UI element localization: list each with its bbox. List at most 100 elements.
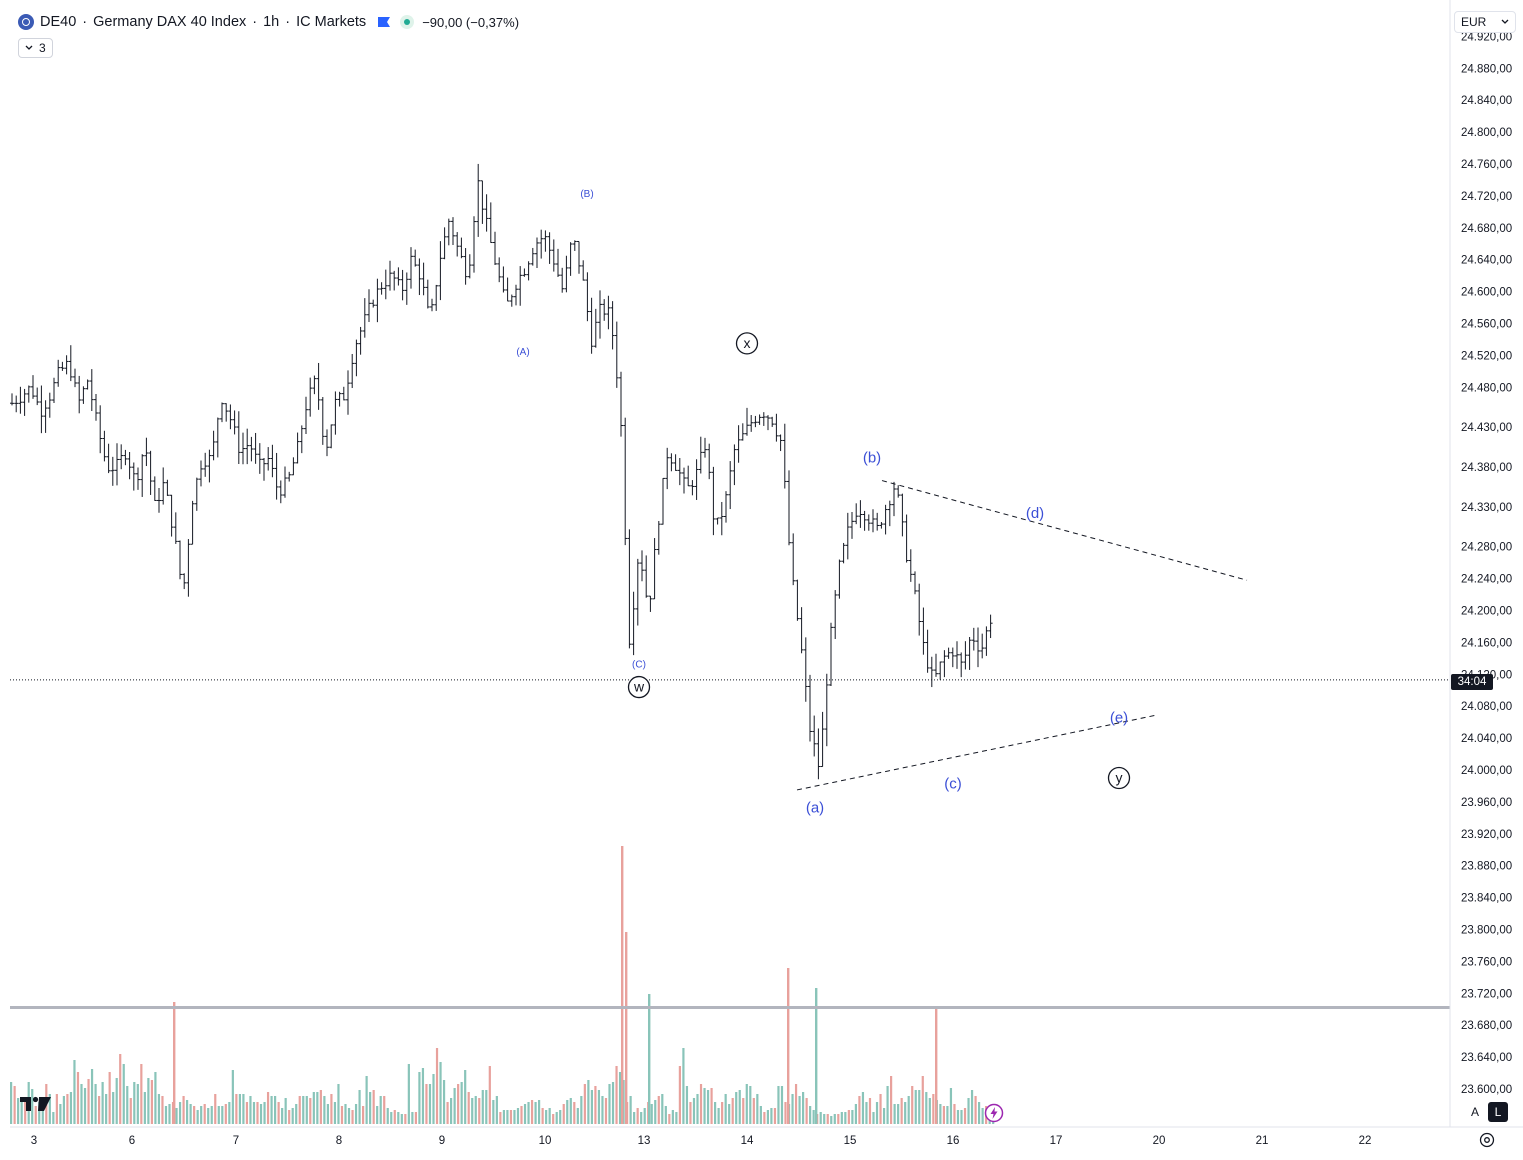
ohlc-bar — [804, 637, 808, 701]
volume-bar — [91, 1069, 93, 1124]
volume-bar — [865, 1102, 867, 1124]
volume-bar — [633, 1112, 635, 1124]
ohlc-bar — [947, 648, 951, 659]
ohlc-bar — [669, 453, 673, 471]
wave-label[interactable]: (c) — [944, 776, 962, 793]
volume-bar — [351, 1110, 353, 1124]
volume-bar — [767, 1110, 769, 1124]
volume-bar — [327, 1104, 329, 1124]
auto-scale-button[interactable]: A — [1465, 1102, 1485, 1122]
separator: · — [252, 14, 257, 30]
wave-label[interactable]: (B) — [580, 189, 593, 200]
symbol-name[interactable]: DE40 — [40, 14, 76, 30]
volume-bar — [798, 1096, 800, 1124]
price-tick-label: 24.840,00 — [1461, 95, 1512, 107]
volume-bar — [390, 1112, 392, 1124]
pane-separator[interactable] — [10, 1006, 1450, 1009]
ohlc-bar — [220, 402, 224, 422]
volume-bar — [675, 1112, 677, 1124]
ohlc-bar — [564, 256, 568, 293]
volume-bar — [637, 1108, 639, 1124]
volume-bar — [478, 1098, 480, 1124]
wave-label[interactable]: (a) — [806, 799, 824, 816]
volume-bar — [707, 1090, 709, 1124]
volume-bar — [946, 1106, 948, 1124]
ohlc-bar — [426, 280, 430, 309]
ohlc-bar — [892, 482, 896, 516]
volume-bar — [925, 1092, 927, 1124]
settings-icon[interactable] — [1478, 1131, 1496, 1149]
ohlc-bar — [249, 437, 253, 461]
wave-label[interactable]: (e) — [1110, 709, 1128, 726]
wave-label-circle[interactable]: y — [1109, 767, 1130, 788]
trendline[interactable] — [882, 481, 1247, 581]
broker-label: IC Markets — [296, 14, 366, 30]
ohlc-bar — [233, 410, 237, 434]
ohlc-bar — [812, 716, 816, 757]
ohlc-bar — [338, 392, 342, 407]
interval-label[interactable]: 1h — [263, 14, 279, 30]
price-tick-label: 24.080,00 — [1461, 701, 1512, 713]
volume-bar — [119, 1054, 121, 1124]
ohlc-bar — [846, 513, 850, 560]
ohlc-bar — [653, 538, 657, 599]
ohlc-bar — [619, 372, 623, 437]
volume-bar — [584, 1084, 586, 1124]
volume-bar — [510, 1110, 512, 1124]
volume-bar — [14, 1086, 16, 1124]
ohlc-bar — [972, 628, 976, 651]
volume-bar — [651, 1104, 653, 1124]
ohlc-bar — [863, 511, 867, 531]
ohlc-bar — [350, 354, 354, 388]
tradingview-logo-icon[interactable] — [20, 1095, 54, 1113]
ohlc-bar — [774, 414, 778, 442]
wave-label[interactable]: (d) — [1026, 505, 1044, 522]
currency-select[interactable]: EUR — [1454, 11, 1516, 33]
volume-bar — [935, 1008, 937, 1124]
price-tick-label: 23.720,00 — [1461, 988, 1512, 1000]
ohlc-bar — [178, 540, 182, 579]
indicators-toggle-button[interactable]: 3 — [18, 38, 53, 58]
ohlc-bar — [606, 296, 610, 330]
volume-bar — [394, 1110, 396, 1124]
market-open-icon[interactable] — [400, 15, 414, 29]
trendline[interactable] — [797, 715, 1157, 790]
ohlc-bar — [900, 494, 904, 537]
ohlc-bar — [716, 518, 720, 525]
lightning-icon[interactable] — [984, 1103, 1004, 1123]
wave-label-circle[interactable]: x — [737, 333, 758, 354]
volume-bar — [753, 1098, 755, 1124]
volume-bar — [619, 1072, 621, 1124]
volume-bar — [175, 1108, 177, 1124]
price-tick-label: 24.880,00 — [1461, 63, 1512, 75]
volume-bar — [915, 1090, 917, 1124]
volume-bar — [109, 1072, 111, 1124]
log-scale-button[interactable]: L — [1488, 1102, 1508, 1122]
wave-label[interactable]: (C) — [632, 659, 646, 670]
volume-bar — [415, 1112, 417, 1124]
volume-bar — [851, 1110, 853, 1124]
volume-bar — [270, 1096, 272, 1124]
volume-bar — [429, 1084, 431, 1124]
ohlc-bar — [724, 491, 728, 522]
volume-bars — [10, 846, 994, 1124]
wave-label[interactable]: (b) — [863, 449, 881, 466]
flag-icon[interactable] — [378, 17, 390, 27]
ohlc-bar — [749, 415, 753, 432]
ohlc-bar — [569, 242, 573, 276]
price-tick-label: 24.480,00 — [1461, 382, 1512, 394]
wave-label-circle[interactable]: w — [629, 677, 650, 698]
ohlc-bar — [867, 514, 871, 530]
volume-bar — [774, 1108, 776, 1124]
date-tick-label: 8 — [336, 1135, 342, 1147]
ohlc-bar — [438, 241, 442, 300]
ohlc-bar — [434, 285, 438, 311]
ohlc-bar — [401, 270, 405, 300]
wave-label[interactable]: (A) — [516, 347, 529, 358]
volume-bar — [858, 1096, 860, 1124]
symbol-logo-icon — [18, 14, 34, 30]
volume-bar — [503, 1110, 505, 1124]
volume-bar — [749, 1086, 751, 1124]
ohlc-bar — [879, 522, 883, 529]
